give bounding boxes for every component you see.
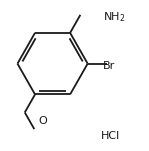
Text: NH$_2$: NH$_2$ — [103, 10, 126, 24]
Text: Br: Br — [103, 61, 115, 71]
Text: HCl: HCl — [101, 131, 120, 141]
Text: O: O — [39, 116, 47, 126]
